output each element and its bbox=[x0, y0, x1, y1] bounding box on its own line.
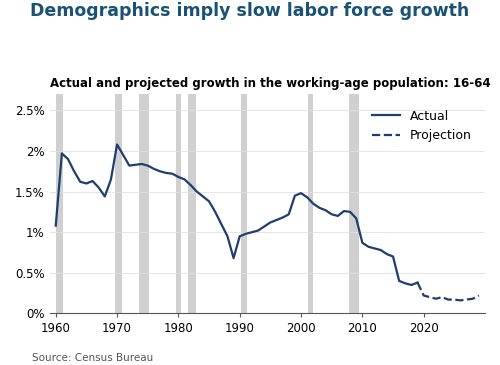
Text: Demographics imply slow labor force growth: Demographics imply slow labor force grow… bbox=[30, 2, 469, 20]
Legend: Actual, Projection: Actual, Projection bbox=[367, 105, 476, 147]
Text: Actual and projected growth in the working-age population: 16-64: Actual and projected growth in the worki… bbox=[50, 77, 490, 90]
Bar bbox=[349, 94, 360, 314]
Bar bbox=[139, 94, 149, 314]
Bar bbox=[114, 94, 122, 314]
Bar bbox=[308, 94, 312, 314]
Bar bbox=[56, 94, 63, 314]
Bar bbox=[176, 94, 181, 314]
Bar bbox=[188, 94, 196, 314]
Bar bbox=[241, 94, 247, 314]
Text: Source: Census Bureau: Source: Census Bureau bbox=[32, 353, 154, 363]
